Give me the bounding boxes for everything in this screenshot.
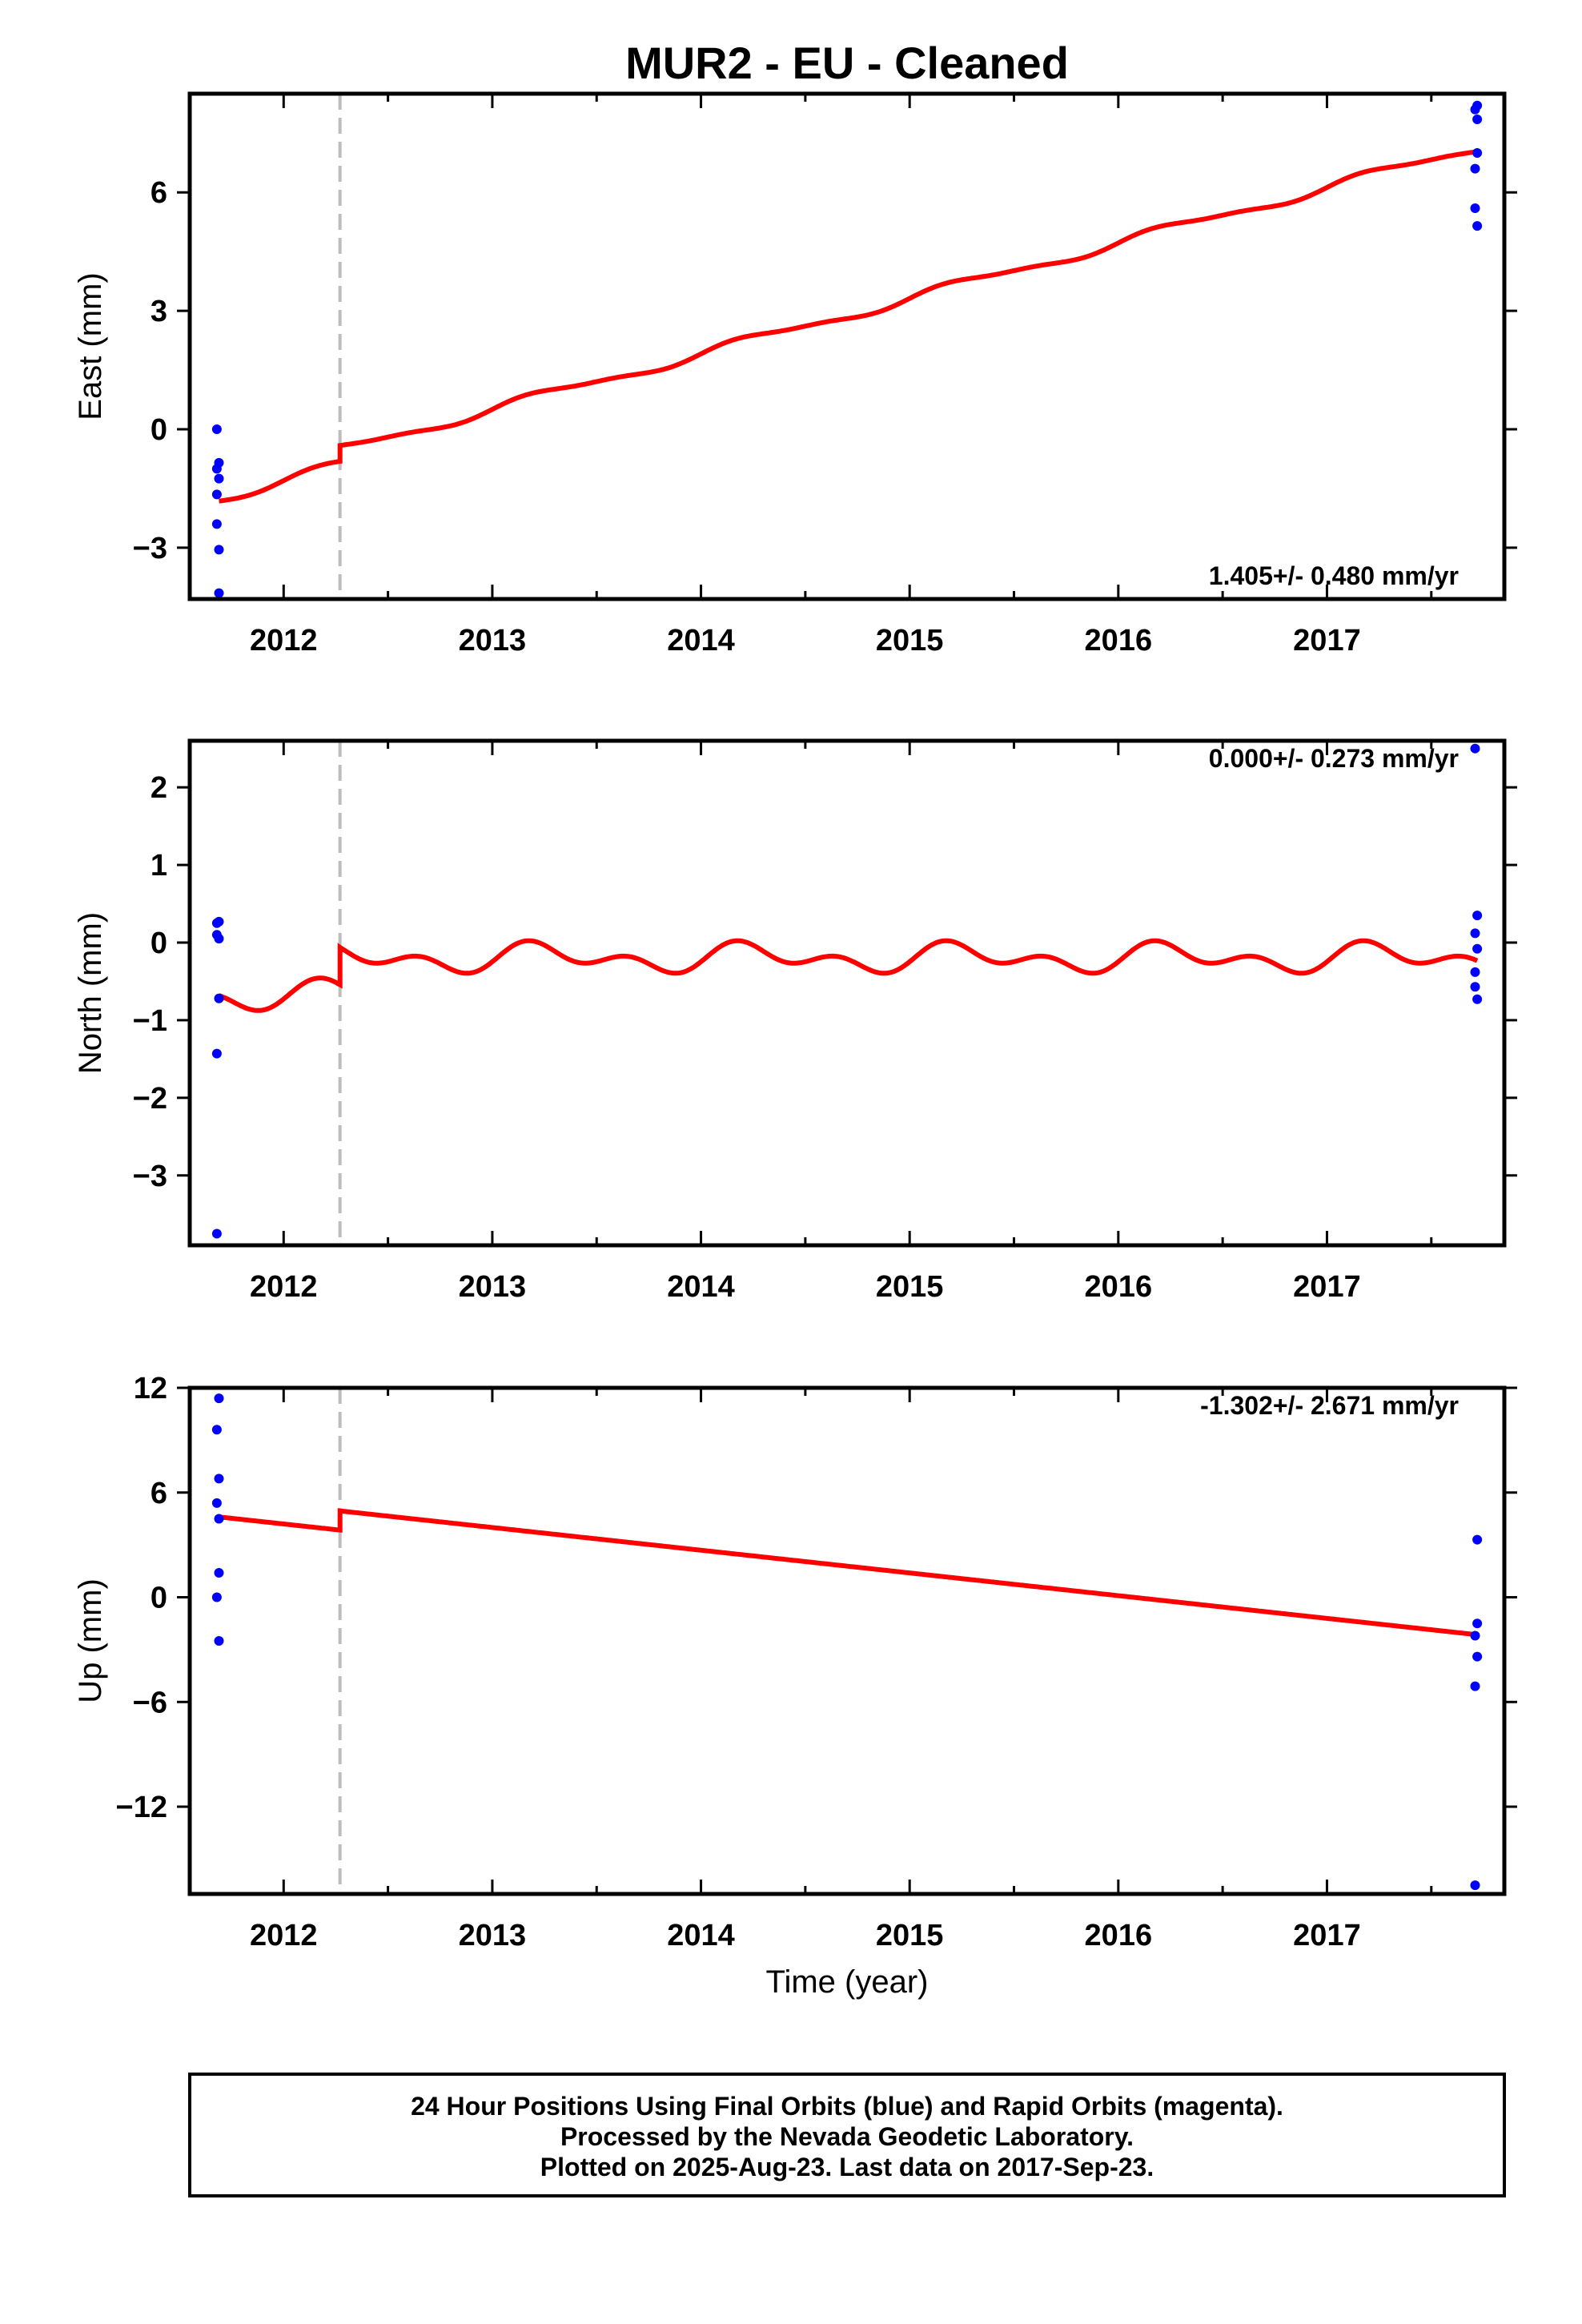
data-point [211, 1425, 222, 1435]
y-tick-label: 3 [151, 295, 167, 328]
data-point [211, 519, 222, 529]
data-point [1472, 100, 1483, 111]
y-tick-label: −1 [133, 1004, 167, 1038]
data-point [211, 489, 222, 500]
x-tick-label: 2016 [1085, 1919, 1153, 1952]
data-point [1470, 743, 1480, 754]
data-point [1470, 1630, 1480, 1641]
y-axis-label: Up (mm) [73, 1578, 108, 1703]
y-axis-label: East (mm) [73, 272, 108, 420]
panel-frame [187, 738, 1507, 1248]
fit-line [219, 149, 1478, 504]
data-point [1470, 203, 1480, 213]
data-point [1470, 967, 1480, 977]
data-point [214, 1474, 224, 1484]
velocity-label: 0.000+/- 0.273 mm/yr [1209, 744, 1459, 773]
data-point [211, 424, 222, 435]
x-tick-label: 2016 [1085, 1270, 1153, 1304]
x-tick-label: 2017 [1293, 1919, 1361, 1952]
y-tick-label: 6 [151, 1477, 167, 1510]
data-point [214, 1636, 224, 1646]
data-point [214, 1393, 224, 1404]
x-tick-label: 2013 [459, 1919, 527, 1952]
x-tick-label: 2014 [667, 1270, 735, 1304]
y-tick-label: −3 [133, 532, 167, 565]
data-point [1470, 928, 1480, 939]
data-point [214, 1514, 224, 1524]
data-point [214, 545, 224, 555]
data-point [1472, 943, 1483, 954]
y-tick-label: −2 [133, 1082, 167, 1116]
data-point [1472, 994, 1483, 1004]
x-tick-label: 2017 [1293, 624, 1361, 657]
data-point [1470, 1880, 1480, 1891]
y-tick-label: −3 [133, 1160, 167, 1193]
fit-line [219, 1508, 1478, 1638]
data-point [1472, 1534, 1483, 1545]
data-point [211, 1048, 222, 1059]
velocity-label: -1.302+/- 2.671 mm/yr [1200, 1391, 1459, 1420]
x-axis-label: Time (year) [766, 1964, 929, 2000]
x-tick-label: 2012 [250, 624, 318, 657]
x-tick-label: 2012 [250, 1270, 318, 1304]
x-tick-label: 2013 [459, 1270, 527, 1304]
panel-frame [187, 1385, 1507, 1896]
y-tick-label: 2 [151, 771, 167, 805]
data-point [1472, 1651, 1483, 1662]
data-point [211, 1592, 222, 1602]
y-tick-label: −6 [133, 1686, 167, 1719]
x-tick-label: 2015 [876, 1919, 944, 1952]
data-point [214, 588, 224, 598]
data-point [214, 1568, 224, 1578]
x-tick-label: 2014 [667, 1919, 735, 1952]
y-tick-label: 0 [151, 1582, 167, 1615]
velocity-label: 1.405+/- 0.480 mm/yr [1209, 561, 1459, 590]
footer-line-3: Plotted on 2025-Aug-23. Last data on 201… [540, 2153, 1154, 2181]
footer-line-2: Processed by the Nevada Geodetic Laborat… [560, 2122, 1134, 2151]
y-tick-label: 6 [151, 176, 167, 210]
panel-north: 2012 2013 2014 2015 2016 2017 −3 −2 −1 0 1 2 North (… [73, 738, 1517, 1304]
y-tick-label: 0 [151, 413, 167, 447]
x-tick-label: 2014 [667, 624, 735, 657]
data-point [1472, 911, 1483, 921]
panel-east: 2012 2013 2014 2015 2016 2017 −3 0 3 6 East (mm) 1.… [73, 91, 1517, 657]
fit-line [218, 938, 1479, 1013]
data-point [1472, 115, 1483, 125]
data-point [214, 916, 224, 927]
y-axis-label: North (mm) [73, 912, 108, 1074]
x-tick-label: 2015 [876, 1270, 944, 1304]
y-tick-label: 0 [151, 927, 167, 960]
data-point [1472, 1618, 1483, 1629]
footer-line-1: 24 Hour Positions Using Final Orbits (bl… [411, 2092, 1283, 2121]
y-tick-label: −12 [116, 1791, 167, 1824]
x-tick-label: 2016 [1085, 624, 1153, 657]
data-point [211, 464, 222, 474]
data-point [214, 993, 224, 1003]
data-point [1470, 1681, 1480, 1691]
chart-title: MUR2 - EU - Cleaned [625, 38, 1069, 88]
y-tick-label: 12 [134, 1372, 167, 1405]
data-point [1470, 982, 1480, 992]
data-point [1472, 147, 1483, 158]
x-tick-label: 2017 [1293, 1270, 1361, 1304]
data-point [1470, 163, 1480, 174]
panel-frame [187, 91, 1507, 601]
x-tick-label: 2012 [250, 1919, 318, 1952]
data-point [211, 1228, 222, 1239]
footer-frame [188, 2073, 1506, 2197]
x-tick-label: 2015 [876, 624, 944, 657]
x-tick-label: 2013 [459, 624, 527, 657]
y-tick-label: 1 [151, 849, 167, 883]
data-point [1472, 221, 1483, 231]
data-point [211, 1498, 222, 1508]
panel-up: 2012 2013 2014 2015 2016 2017 −12 −6 0 6 12 Up (mm)… [73, 1372, 1517, 1952]
data-point [214, 934, 224, 944]
data-point [214, 473, 224, 484]
footer-box: 24 Hour Positions Using Final Orbits (bl… [188, 2073, 1506, 2197]
